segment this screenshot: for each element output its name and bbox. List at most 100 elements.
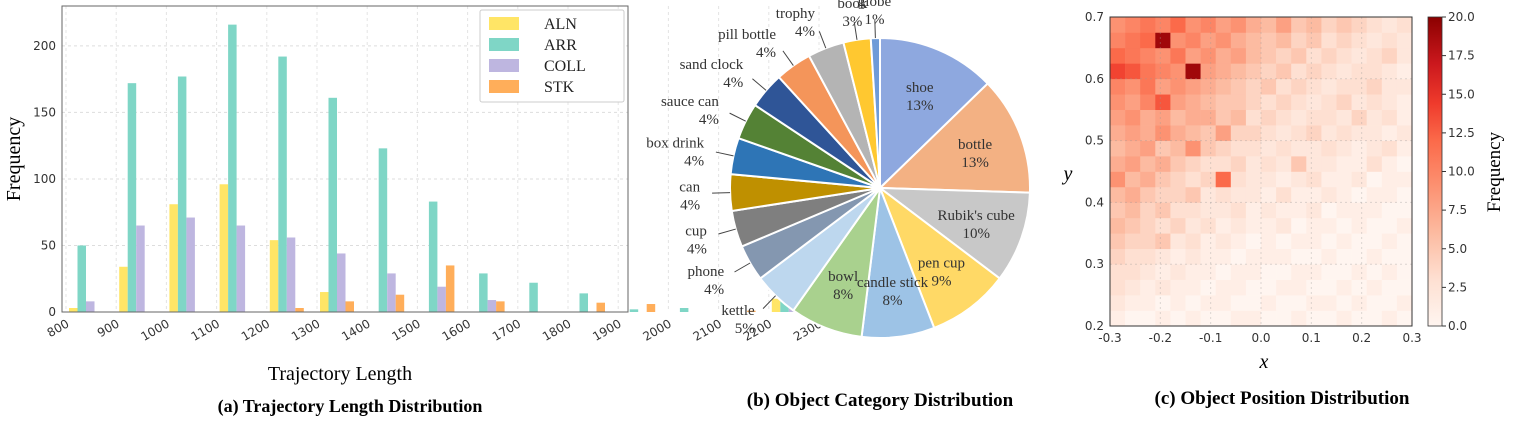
pie-slices bbox=[729, 36, 1031, 339]
heatmap-cell bbox=[1110, 156, 1126, 172]
heatmap-cell bbox=[1291, 217, 1307, 234]
heatmap-cell bbox=[1366, 310, 1383, 327]
heatmap-cell bbox=[1230, 47, 1247, 64]
heatmap-frame bbox=[1109, 16, 1413, 327]
heatmap-cell bbox=[1336, 295, 1352, 311]
heatmap-cell bbox=[1381, 32, 1398, 49]
heatmap-cell bbox=[1200, 17, 1216, 33]
heatmap-cell bbox=[1110, 125, 1126, 141]
heatmap-cell bbox=[1336, 32, 1352, 49]
pie-percent: 5% bbox=[735, 321, 755, 337]
bar-arr bbox=[579, 293, 588, 312]
pie-slice bbox=[877, 185, 1002, 330]
heatmap-cell bbox=[1230, 125, 1247, 141]
heatmap-cell bbox=[1396, 17, 1413, 33]
heatmap-cell bbox=[1185, 248, 1201, 265]
bar-chart-bars bbox=[69, 24, 856, 313]
heatmap-cell bbox=[1396, 140, 1413, 157]
heatmap-y-axis-label: y bbox=[1062, 163, 1073, 185]
heatmap-cell bbox=[1215, 248, 1232, 265]
heatmap-cell bbox=[1396, 78, 1413, 95]
heatmap-cell bbox=[1306, 125, 1322, 141]
heatmap-cell bbox=[1351, 186, 1367, 203]
heatmap-cell bbox=[1110, 32, 1126, 49]
heatmap-cell bbox=[1245, 202, 1262, 219]
heatmap-cell bbox=[1170, 279, 1186, 296]
heatmap-cell bbox=[1170, 94, 1186, 110]
heatmap-cell bbox=[1185, 217, 1201, 234]
pie-percent: 9% bbox=[931, 273, 951, 289]
heatmap-cell bbox=[1366, 156, 1383, 172]
heatmap-cell bbox=[1185, 140, 1201, 157]
colorbar-tick-label: 17.5 bbox=[1448, 49, 1475, 63]
pie-label: candle stick bbox=[857, 275, 929, 291]
heatmap-cell bbox=[1261, 140, 1277, 157]
heatmap-cell bbox=[1306, 78, 1322, 95]
heatmap-cell bbox=[1170, 233, 1186, 250]
heatmap-cell bbox=[1336, 264, 1352, 280]
heatmap-cell bbox=[1170, 217, 1186, 234]
heatmap-cell bbox=[1321, 217, 1337, 234]
heatmap-cell bbox=[1261, 217, 1277, 234]
pie-leader-line bbox=[853, 21, 858, 40]
heatmap-cell bbox=[1261, 109, 1277, 126]
x-tick-label: 2100 bbox=[691, 316, 724, 343]
heatmap-cell bbox=[1261, 248, 1277, 265]
y-tick-label: 150 bbox=[33, 105, 56, 119]
heatmap-cell bbox=[1366, 279, 1383, 296]
heatmap-cell bbox=[1306, 32, 1322, 49]
heatmap-cell bbox=[1396, 279, 1413, 296]
heatmap-cell bbox=[1110, 94, 1126, 110]
heatmap-cell bbox=[1381, 17, 1398, 33]
heatmap-cell bbox=[1381, 233, 1398, 250]
pie-percent: 8% bbox=[833, 287, 853, 303]
heatmap-cell bbox=[1140, 310, 1156, 327]
heatmap-cell bbox=[1351, 125, 1367, 141]
colorbar-tick-label: 2.5 bbox=[1448, 280, 1467, 294]
pie-label: shoe bbox=[906, 80, 934, 96]
heatmap-cell bbox=[1351, 156, 1367, 172]
bar-coll bbox=[387, 273, 396, 312]
heatmap-cell bbox=[1366, 264, 1383, 280]
heatmap-cell bbox=[1396, 217, 1413, 234]
heatmap-cell bbox=[1276, 63, 1292, 80]
heatmap-cell bbox=[1396, 125, 1413, 141]
pie-leader-line bbox=[874, 20, 876, 39]
pie-slice bbox=[877, 82, 1031, 194]
heatmap-cell bbox=[1336, 78, 1352, 95]
heatmap-cell bbox=[1230, 94, 1247, 110]
heatmap-cell bbox=[1140, 233, 1156, 250]
heatmap-cell bbox=[1291, 171, 1307, 188]
heatmap-cell bbox=[1306, 171, 1322, 188]
heatmap-cell bbox=[1185, 125, 1201, 141]
heatmap-cell bbox=[1185, 32, 1201, 49]
heatmap-cell bbox=[1381, 94, 1398, 110]
heatmap-cell bbox=[1351, 202, 1367, 219]
heatmap-cell bbox=[1381, 310, 1398, 327]
heatmap-cell bbox=[1321, 202, 1337, 219]
heatmap-cell bbox=[1396, 171, 1413, 188]
heatmap-cell bbox=[1291, 248, 1307, 265]
bar-chart-frame bbox=[61, 5, 629, 313]
heatmap-cell bbox=[1261, 310, 1277, 327]
heatmap-cell bbox=[1125, 94, 1141, 110]
heatmap-cell bbox=[1351, 140, 1367, 157]
heatmap-cell bbox=[1200, 171, 1216, 188]
heatmap-cell bbox=[1125, 248, 1141, 265]
heatmap-cell bbox=[1366, 125, 1383, 141]
pie-leader-line bbox=[718, 228, 736, 235]
bar-stk bbox=[395, 294, 405, 312]
heatmap-cell bbox=[1321, 171, 1337, 188]
heatmap-cell bbox=[1185, 94, 1201, 110]
heatmap-cell bbox=[1155, 17, 1171, 33]
heatmap-cell bbox=[1125, 78, 1141, 95]
y-tick-label: 0 bbox=[48, 305, 56, 319]
heatmap-cell bbox=[1366, 63, 1383, 80]
heatmap-cell bbox=[1245, 140, 1262, 157]
pie-slice bbox=[869, 36, 881, 189]
heatmap-cell bbox=[1185, 310, 1201, 327]
legend-swatch bbox=[489, 59, 519, 72]
bar-stk bbox=[496, 301, 505, 312]
pie-leader-line bbox=[818, 31, 827, 49]
heatmap-cell bbox=[1200, 109, 1216, 126]
